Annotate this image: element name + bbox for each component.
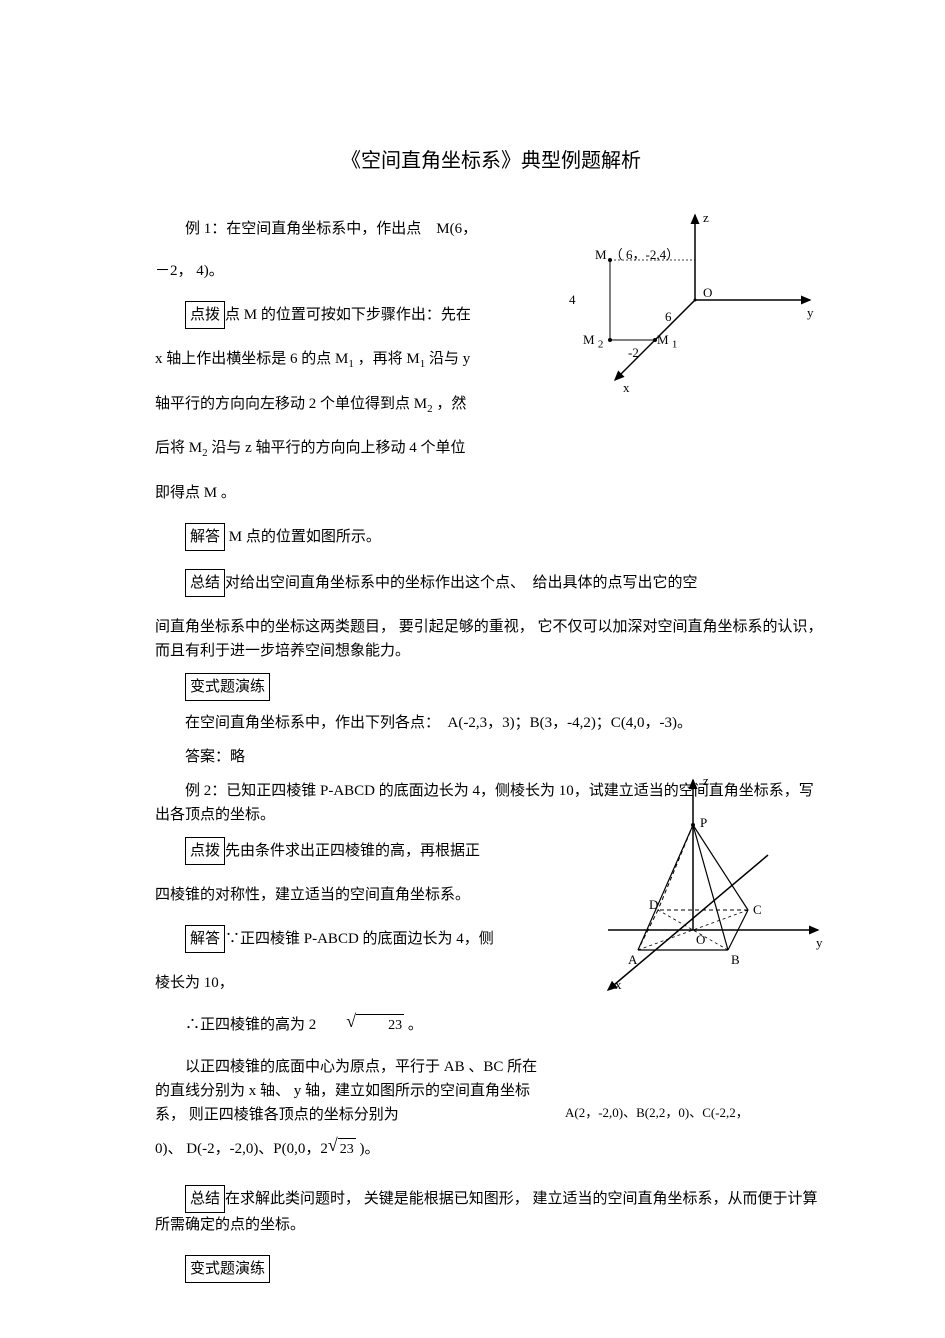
ex1-intro-2: －2， 4)。 bbox=[155, 259, 525, 283]
ex1-dianbo-2: x 轴上作出横坐标是 6 的点 M1 ，再将 M1 沿与 y bbox=[155, 347, 525, 374]
ex1-zongjie-2: 间直角坐标系中的坐标这两类题目， 要引起足够的重视， 它不仅可以加深对空间直角坐… bbox=[155, 615, 827, 663]
ex1-zongjie-1: 总结对给出空间直角坐标系中的坐标作出这个点、 给出具体的点写出它的空 bbox=[155, 569, 827, 597]
ex2-dianbo-1: 点拨先由条件求出正四棱锥的高，再根据正 bbox=[155, 837, 535, 865]
ex1-dianbo-1: 点拨点 M 的位置可按如下步骤作出：先在 bbox=[155, 301, 525, 329]
ex2-coord-right: A(2，-2,0)、B(2,2，0)、C(-2,2， bbox=[565, 1103, 749, 1124]
ex2-jieda-1: 解答∵正四棱锥 P-ABCD 的底面边长为 4，侧 bbox=[155, 925, 535, 953]
diag1-four: 4 bbox=[569, 290, 576, 311]
ex1-bianshi-label: 变式题演练 bbox=[155, 673, 827, 701]
diagram-2: z y x P O A B C D bbox=[553, 765, 833, 995]
diag2-a: A bbox=[628, 950, 637, 971]
diag2-y: y bbox=[816, 933, 823, 954]
ex1-dianbo-4: 后将 M2 沿与 z 轴平行的方向向上移动 4 个单位 bbox=[155, 436, 827, 463]
ex2-jieda-2: 棱长为 10， bbox=[155, 971, 535, 995]
ex2-jieda-4: 以正四棱锥的底面中心为原点，平行于 AB 、BC 所在的直线分别为 x 轴、 y… bbox=[155, 1055, 545, 1127]
label-zongjie: 总结 bbox=[185, 569, 225, 597]
diag2-d: D bbox=[649, 895, 658, 916]
ex1-dianbo-5: 即得点 M 。 bbox=[155, 481, 827, 505]
diag2-c: C bbox=[753, 900, 762, 921]
diag1-six: 6 bbox=[665, 307, 672, 328]
label-bianshi-2: 变式题演练 bbox=[185, 1255, 270, 1283]
diag2-b: B bbox=[731, 950, 740, 971]
diagram-1: z y x O M （ 6，-2,4） 4 6 -2 M 2 M 1 bbox=[545, 205, 825, 405]
label-dianbo-2: 点拨 bbox=[185, 837, 225, 865]
diag1-neg2: -2 bbox=[628, 343, 639, 364]
diag1-m2-label: M 2 bbox=[583, 330, 603, 354]
diag1-x-label: x bbox=[623, 378, 630, 399]
diag1-o-label: O bbox=[703, 283, 712, 304]
diag1-y-label: y bbox=[807, 303, 814, 324]
diag1-m1-label: M 1 bbox=[657, 330, 677, 354]
diag2-x: x bbox=[615, 975, 622, 996]
label-bianshi: 变式题演练 bbox=[185, 673, 270, 701]
diag2-p: P bbox=[700, 813, 707, 834]
label-jieda: 解答 bbox=[185, 523, 225, 551]
ex1-jieda: 解答 M 点的位置如图所示。 bbox=[155, 523, 827, 551]
ex2-jieda-3: ∴正四棱锥的高为 2√23 。 bbox=[155, 1013, 535, 1037]
label-dianbo: 点拨 bbox=[185, 301, 225, 329]
ex2-dianbo-2: 四棱锥的对称性，建立适当的空间直角坐标系。 bbox=[155, 883, 535, 907]
diag1-m-label: M （ 6，-2,4） bbox=[595, 245, 679, 266]
ex2-coord-line: 0)、 D(-2，-2,0)、P(0,0，2√23 )。 bbox=[155, 1137, 827, 1161]
label-zongjie-2: 总结 bbox=[185, 1185, 225, 1213]
ex2-bianshi: 变式题演练 bbox=[155, 1255, 827, 1283]
diag2-o: O bbox=[696, 930, 705, 951]
ex2-zongjie: 总结在求解此类问题时， 关键是能根据已知图形， 建立适当的空间直角坐标系，从而便… bbox=[155, 1185, 827, 1237]
ex1-bianshi-1: 在空间直角坐标系中，作出下列各点： A(-2,3，3)；B(3，-4,2)；C(… bbox=[155, 711, 827, 735]
page-title: 《空间直角坐标系》典型例题解析 bbox=[155, 145, 827, 177]
ex1-dianbo-3: 轴平行的方向向左移动 2 个单位得到点 M2 ，然 bbox=[155, 392, 525, 419]
diag2-z: z bbox=[703, 771, 709, 792]
diag1-z-label: z bbox=[703, 208, 709, 229]
ex1-intro-1: 例 1：在空间直角坐标系中，作出点 M(6， bbox=[155, 217, 525, 241]
label-jieda-2: 解答 bbox=[185, 925, 225, 953]
